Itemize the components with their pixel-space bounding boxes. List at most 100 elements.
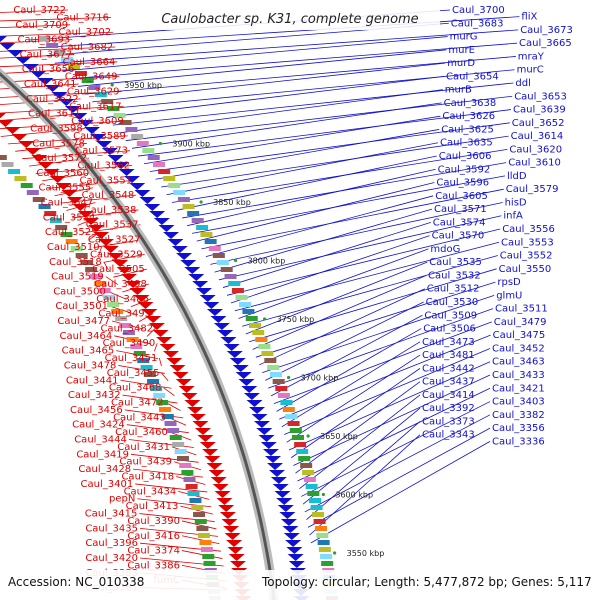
reverse-gene [90,134,107,141]
reverse-gene [64,106,81,113]
left-gene-label: Caul_3656 [22,64,75,75]
right-connector [161,135,509,188]
cog-feature [264,358,277,363]
gene-labels: Caul_3722Caul_3716Caul_3709Caul_3702Caul… [13,5,573,594]
left-gene-label: Caul_3396 [85,538,138,549]
cog-feature [140,365,153,370]
cog-feature [26,190,39,195]
cog-feature [212,253,225,258]
cog-feature [130,344,143,349]
reverse-gene [243,393,260,400]
forward-gene [197,435,214,442]
cog-feature [303,477,316,482]
right-connector [92,62,446,103]
forward-gene [189,414,206,421]
kbp-tick [110,83,114,87]
left-connector [181,535,220,545]
left-gene-label: Caul_3428 [78,464,131,475]
left-gene-label: Caul_3505 [92,264,145,275]
reverse-gene [267,463,284,470]
right-gene-label: Caul_3382 [492,410,545,421]
kbp-tick [333,551,337,555]
cog-feature [176,456,189,461]
forward-gene [0,120,14,127]
left-gene-label: Caul_3456 [70,405,123,416]
right-connector [143,115,441,165]
left-gene-label: Caul_3551 [79,175,132,186]
right-connector [288,361,491,451]
genome-info-text: Topology: circular; Length: 5,477,872 bp… [261,575,592,589]
forward-gene [152,330,169,337]
cog-feature [321,561,334,566]
left-connector [135,483,208,493]
cog-feature [187,211,200,216]
forward-gene [218,505,235,512]
right-gene-label: Caul_3452 [492,343,545,354]
map-title: Caulobacter sp. K31, complete genome [161,12,418,27]
forward-gene [219,512,236,519]
cog-feature [161,414,174,419]
right-gene-label: Caul_3596 [436,178,489,189]
reverse-gene [210,316,227,323]
forward-gene [208,470,225,477]
left-gene-label: Caul_3537 [86,220,139,231]
cog-feature [102,295,115,300]
left-connector [122,283,149,293]
forward-gene [212,484,229,491]
cog-feature [94,281,107,286]
left-gene-label: Caul_3560 [36,168,89,179]
cog-feature [94,92,107,97]
right-connector [249,268,497,343]
reverse-gene [288,561,305,568]
left-connector [181,550,223,559]
forward-gene [93,232,110,239]
cog-feature [310,505,323,510]
forward-gene [98,239,115,246]
cog-feature [305,484,318,489]
cog-feature [296,449,309,454]
forward-gene [178,386,195,393]
cog-feature [191,505,204,510]
left-connector [158,357,162,367]
left-connector [103,261,109,270]
right-connector [119,89,443,134]
kbp-label: 3900 kbp [172,140,210,149]
reverse-gene [223,344,240,351]
forward-gene [145,316,162,323]
left-gene-label: Caul_3432 [68,390,121,401]
right-connector [255,281,496,358]
cog-feature [196,225,209,230]
forward-gene [204,456,221,463]
right-gene-label: Caul_3639 [513,105,566,116]
left-gene-label: Caul_3589 [73,131,126,142]
reverse-gene [195,288,212,295]
right-gene-label: Caul_3392 [422,403,475,414]
left-connector [0,61,118,68]
reverse-gene [22,64,39,71]
reverse-gene [188,274,205,281]
reverse-gene [249,407,266,414]
cog-feature [75,253,88,258]
right-gene-label: ddl [515,78,530,89]
right-connector [131,102,442,149]
forward-gene [159,344,176,351]
left-gene-label: Caul_3518 [49,257,102,268]
backbone [0,71,276,600]
right-connector [310,441,491,544]
reverse-gene [268,470,285,477]
cog-feature [272,379,285,384]
cog-feature [313,519,326,524]
right-gene-label: Caul_3610 [508,158,561,169]
right-gene-label: Caul_3700 [452,5,505,16]
reverse-gene [158,225,175,232]
left-gene-label: Caul_3649 [65,72,118,83]
kbp-tick [262,317,267,321]
forward-gene [125,281,142,288]
reverse-gene [167,239,184,246]
cog-feature [65,239,78,244]
forward-gene [184,400,201,407]
right-connector [262,294,495,374]
right-gene-label: Caul_3421 [492,383,545,394]
kbp-label: 3750 kbp [277,315,315,324]
cog-feature [228,281,241,286]
